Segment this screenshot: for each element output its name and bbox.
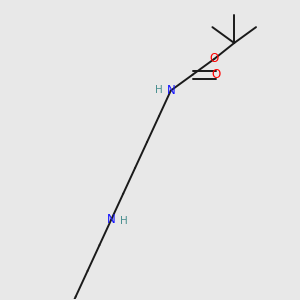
Text: H: H [120,216,128,226]
Text: N: N [0,299,1,300]
Text: O: O [210,52,219,65]
Text: N: N [107,213,116,226]
Text: H: H [0,299,1,300]
Text: H: H [155,85,163,94]
Text: O: O [0,299,1,300]
Text: O: O [0,299,1,300]
Text: O: O [212,68,221,81]
Text: N: N [167,84,175,97]
